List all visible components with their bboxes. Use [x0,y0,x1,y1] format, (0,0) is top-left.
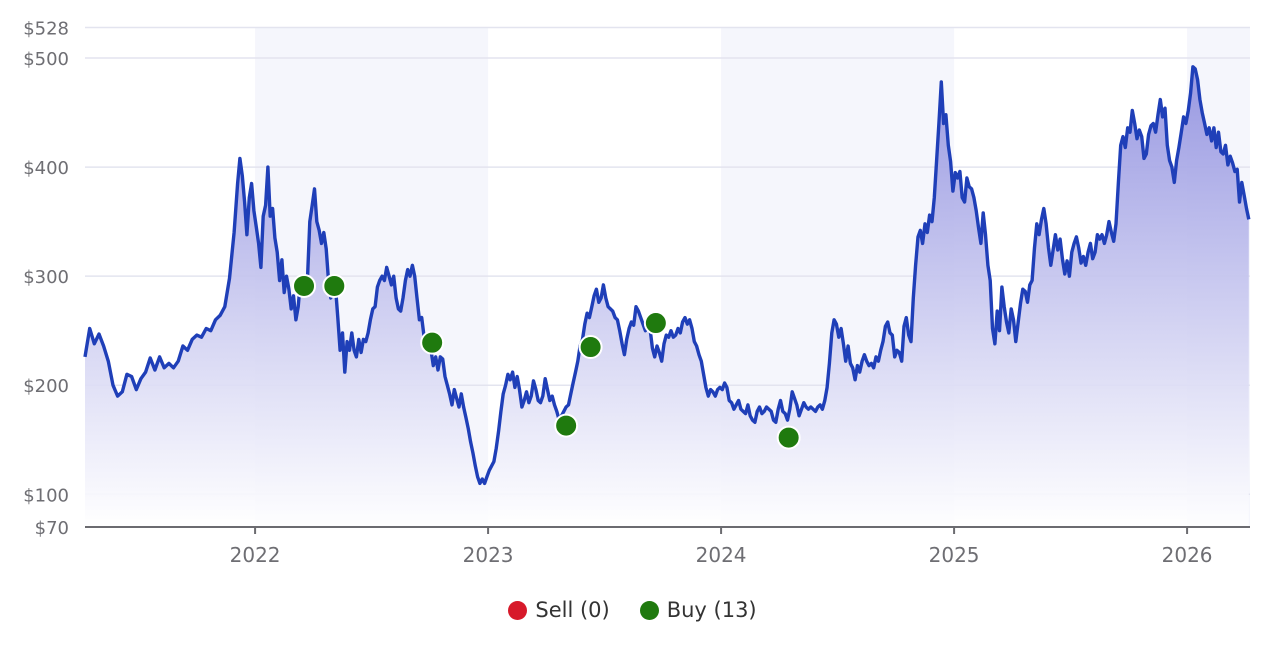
price-area-fill [85,66,1249,528]
legend-item-buy[interactable]: Buy (13) [639,598,757,622]
x-tick-label: 2026 [1162,543,1213,567]
buy-marker[interactable] [554,413,579,438]
price-line[interactable] [83,65,1251,486]
y-tick-label: $100 [23,485,69,506]
y-tick-label: $70 [35,518,69,539]
y-tick-label: $300 [23,267,69,288]
buy-marker[interactable] [578,335,603,360]
y-axis-labels: $70 $100 $200 $300 $400 $500 $528 [23,19,69,540]
sell-dot-icon [508,600,528,620]
buy-marker[interactable] [776,425,801,450]
legend-sell-label: Sell (0) [535,598,610,622]
y-tick-label: $500 [23,49,69,70]
buy-marker[interactable] [420,330,445,355]
buy-dot-icon [639,600,659,620]
legend-item-sell[interactable]: Sell (0) [508,598,610,622]
y-tick-label: $400 [23,158,69,179]
y-tick-label: $200 [23,376,69,397]
buy-marker[interactable] [292,273,317,298]
chart-legend: Sell (0) Buy (13) [0,594,1265,626]
buy-marker[interactable] [643,311,668,336]
y-tick-label: $528 [23,19,69,40]
buy-marker[interactable] [322,273,347,298]
x-axis: 2022 2023 2024 2025 2026 [85,526,1250,567]
trade-markers [292,273,801,450]
x-tick-label: 2025 [929,543,980,567]
legend-buy-label: Buy (13) [666,598,757,622]
x-tick-label: 2024 [696,543,747,567]
x-tick-label: 2023 [463,543,514,567]
x-tick-label: 2022 [230,543,281,567]
